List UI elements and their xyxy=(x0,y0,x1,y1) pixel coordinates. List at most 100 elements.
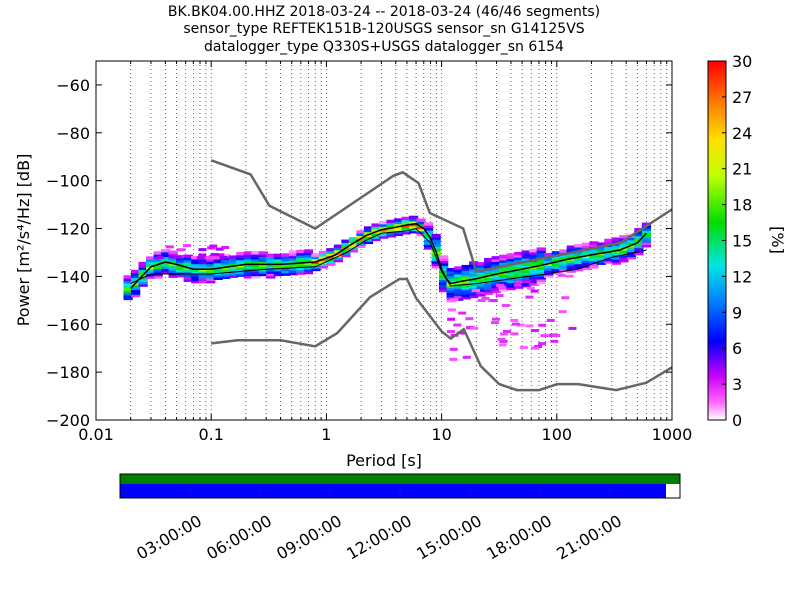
psd-cell xyxy=(138,269,148,273)
psd-outlier xyxy=(472,288,481,292)
psd-cell xyxy=(416,230,426,234)
psd-cell xyxy=(198,263,208,267)
psd-cell xyxy=(499,273,509,278)
psd-cell xyxy=(469,266,479,270)
psd-cell xyxy=(431,245,441,250)
psd-cell xyxy=(469,285,479,289)
x-tick-label: 10 xyxy=(431,425,451,444)
psd-cell xyxy=(198,258,208,262)
psd-outlier xyxy=(525,295,534,299)
psd-cell xyxy=(138,271,148,275)
psd-cell xyxy=(341,244,351,248)
psd-cell xyxy=(183,276,193,280)
title-line-3: datalogger_type Q330S+USGS datalogger_sn… xyxy=(204,39,564,55)
psd-cell xyxy=(311,253,321,257)
psd-cell xyxy=(454,285,464,289)
psd-cell xyxy=(581,249,591,254)
psd-cell xyxy=(191,272,201,277)
psd-cell xyxy=(423,229,434,233)
psd-cell xyxy=(611,251,622,256)
psd-cell xyxy=(281,255,291,260)
psd-cell xyxy=(626,256,637,260)
psd-cell xyxy=(123,296,133,301)
psd-cell xyxy=(506,267,516,272)
psd-cell xyxy=(281,270,291,274)
psd-cell xyxy=(491,277,501,282)
psd-cell xyxy=(461,293,471,298)
psd-cell xyxy=(378,225,389,230)
psd-outlier xyxy=(449,357,458,361)
psd-cell xyxy=(536,278,546,282)
psd-cell xyxy=(131,269,141,274)
psd-cell xyxy=(348,237,359,241)
psd-outlier xyxy=(495,294,504,298)
psd-cell xyxy=(296,271,306,275)
psd-cell xyxy=(138,281,148,285)
psd-cell xyxy=(378,232,389,237)
psd-cell xyxy=(446,277,456,281)
psd-cell xyxy=(566,259,576,264)
psd-outlier xyxy=(495,283,504,287)
psd-cell xyxy=(596,247,606,251)
psd-cell xyxy=(153,272,163,277)
psd-cell xyxy=(439,267,449,271)
psd-cell xyxy=(454,266,464,270)
psd-cell xyxy=(131,272,141,276)
psd-cell xyxy=(634,247,644,251)
psd-cell xyxy=(446,275,456,279)
psd-cell xyxy=(161,251,171,255)
psd-cell xyxy=(641,241,652,246)
psd-cell xyxy=(326,250,336,254)
psd-cell xyxy=(221,258,231,263)
psd-cell xyxy=(619,235,629,239)
psd-cell xyxy=(221,263,231,268)
psd-cell xyxy=(491,275,501,279)
psd-cell xyxy=(491,280,501,284)
psd-cell xyxy=(138,283,148,287)
psd-cell xyxy=(484,291,494,295)
psd-cell xyxy=(146,270,156,275)
psd-cell xyxy=(146,263,156,267)
psd-cell xyxy=(281,265,291,269)
timeline-tick-label: 09:00:00 xyxy=(273,511,345,563)
psd-cell xyxy=(168,252,178,257)
psd-cell xyxy=(341,249,351,253)
psd-cell xyxy=(529,251,539,255)
psd-cell xyxy=(191,256,201,260)
psd-cell xyxy=(439,281,449,286)
psd-cell xyxy=(446,279,456,284)
psd-cell xyxy=(416,228,426,232)
psd-cell xyxy=(566,245,576,249)
psd-outlier xyxy=(492,317,501,321)
psd-outlier xyxy=(219,255,228,259)
psd-cell xyxy=(476,286,486,290)
psd-cell xyxy=(191,263,201,267)
psd-cell xyxy=(544,267,554,271)
psd-cell xyxy=(484,279,494,283)
psd-cell xyxy=(341,239,351,243)
psd-cell xyxy=(529,277,539,282)
psd-cell xyxy=(266,253,276,258)
psd-cell xyxy=(206,270,216,274)
psd-cell xyxy=(288,255,298,259)
psd-outlier xyxy=(210,252,219,256)
psd-cell xyxy=(131,289,141,293)
psd-cell xyxy=(198,272,208,277)
colorbar-tick-label: 15 xyxy=(732,232,752,251)
psd-cell xyxy=(146,273,156,277)
psd-cell xyxy=(296,252,306,256)
psd-cell xyxy=(574,251,584,255)
psd-cell xyxy=(581,259,591,263)
psd-cell xyxy=(439,274,449,278)
psd-cell xyxy=(363,226,374,230)
psd-cell xyxy=(183,259,193,263)
psd-cell xyxy=(499,261,509,266)
psd-cell xyxy=(213,274,223,278)
timeline-tick-label: 03:00:00 xyxy=(133,511,205,563)
psd-cell xyxy=(236,254,246,258)
psd-cell xyxy=(439,286,449,290)
psd-cell xyxy=(469,280,479,284)
plot-frame xyxy=(95,60,673,421)
psd-cell xyxy=(131,291,141,295)
